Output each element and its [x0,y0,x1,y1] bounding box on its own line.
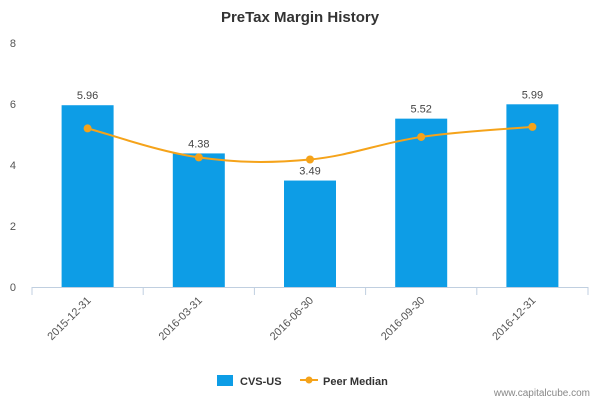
peer-median-point [306,155,314,164]
x-tick-label: 2016-12-31 [490,295,538,343]
legend-label-bar: CVS-US [240,376,282,388]
y-tick-label: 8 [10,38,16,50]
legend-swatch-bar [217,375,233,386]
legend-label-line: Peer Median [323,376,388,388]
y-tick-label: 0 [10,282,16,294]
bar-value-label: 3.49 [299,166,320,178]
bar-value-label: 5.52 [410,104,431,116]
chart-title: PreTax Margin History [221,9,380,26]
peer-median-point [528,122,537,131]
y-tick-label: 6 [10,99,16,111]
peer-median-point [83,124,92,133]
x-tick-label: 2016-03-31 [157,295,205,343]
bar [172,153,225,287]
legend-swatch-marker [305,376,313,384]
bar [506,104,559,288]
x-axis: 2015-12-31 2016-03-31 2016-06-30 2016-09-30… [31,287,589,343]
data-labels: 5.96 4.38 3.49 5.52 5.99 [77,89,543,177]
bar [61,105,114,287]
bar [395,118,448,287]
x-tick-label: 2015-12-31 [45,295,93,343]
watermark: www.capitalcube.com [493,388,590,399]
x-tick-label: 2016-06-30 [268,295,316,343]
peer-median-point [194,153,203,162]
peer-median-point [417,132,426,141]
bar-value-label: 5.96 [77,90,98,102]
y-tick-label: 2 [10,221,16,233]
bar [284,180,336,287]
legend: CVS-US Peer Median [217,375,388,388]
bar-value-label: 5.99 [522,89,543,101]
y-axis: 0 2 4 6 8 [10,38,16,294]
x-tick-label: 2016-09-30 [379,295,427,343]
line-series [83,122,537,164]
y-tick-label: 4 [10,160,16,172]
bar-series [61,104,559,288]
bar-value-label: 4.38 [188,138,209,150]
